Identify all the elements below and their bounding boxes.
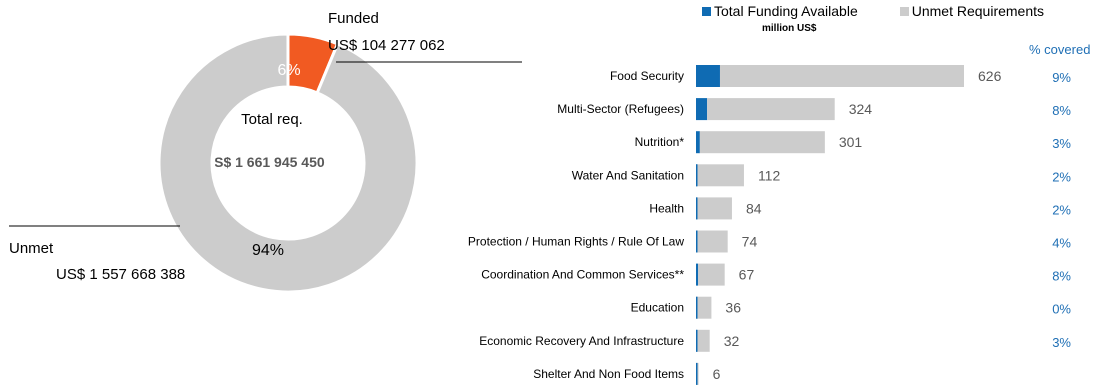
total-value-label: 301 <box>839 134 863 150</box>
unmet-slice <box>157 32 419 294</box>
funding-bar <box>696 65 720 87</box>
percent-covered-label: 8% <box>1052 269 1071 284</box>
unmet-slice-label: 94% <box>252 242 284 259</box>
funding-bar <box>696 131 700 154</box>
unmet-bar <box>696 329 710 352</box>
percent-covered-label: 8% <box>1052 103 1071 118</box>
category-label: Food Security <box>610 69 684 83</box>
legend-swatch-funding <box>702 6 711 16</box>
category-label: Education <box>631 301 684 315</box>
total-value-label: 112 <box>758 167 781 183</box>
unmet-bar <box>696 164 744 187</box>
percent-covered-label: 0% <box>1052 302 1071 317</box>
total-value-label: 74 <box>742 234 758 250</box>
funded-amount: US$ 104 277 062 <box>328 37 445 54</box>
funding-bar-edge <box>696 197 698 220</box>
percent-covered-label: 2% <box>1052 169 1071 184</box>
unmet-bar <box>699 131 825 154</box>
legend: Total Funding Available Unmet Requiremen… <box>702 3 1044 19</box>
funding-bar <box>696 98 708 121</box>
legend-label-funding: Total Funding Available <box>714 3 858 19</box>
unmet-bar <box>696 197 732 220</box>
funded-slice-label: 6% <box>277 62 300 79</box>
funding-bar-edge <box>696 164 698 187</box>
category-label: Coordination And Common Services** <box>481 268 684 282</box>
percent-covered-label: 4% <box>1052 236 1071 251</box>
category-label: Water And Sanitation <box>572 168 684 182</box>
funded-label: Funded <box>328 10 379 27</box>
total-req-label: Total req. <box>241 111 303 128</box>
funding-bar-edge <box>696 329 698 352</box>
covered-header: % covered <box>1029 42 1091 57</box>
percent-covered-label: 3% <box>1052 335 1071 350</box>
funding-bar-edge <box>696 362 698 385</box>
legend-swatch-unmet <box>899 6 909 16</box>
percent-covered-label: 2% <box>1052 202 1071 217</box>
category-label: Health <box>649 201 684 215</box>
percent-covered-label: 3% <box>1052 136 1071 151</box>
unmet-label: Unmet <box>9 240 54 257</box>
unmet-bar <box>719 65 964 87</box>
category-label: Protection / Human Rights / Rule Of Law <box>468 235 684 249</box>
total-value-label: 36 <box>725 300 741 316</box>
unit-label: million US$ <box>762 23 817 34</box>
percent-covered-label: 9% <box>1052 70 1071 85</box>
funding-bar-edge <box>696 296 698 319</box>
total-value-label: 84 <box>746 200 762 216</box>
category-label: Shelter And Non Food Items <box>533 367 684 381</box>
unmet-bar <box>696 296 712 319</box>
total-value-label: 626 <box>978 68 1002 84</box>
total-value-label: 32 <box>724 333 740 349</box>
legend-label-unmet: Unmet Requirements <box>911 3 1045 19</box>
funding-bar-edge <box>696 230 698 253</box>
unmet-bar <box>698 263 725 286</box>
total-value-label: 6 <box>713 366 721 382</box>
total-value-label: 324 <box>849 101 873 117</box>
funding-bar <box>696 263 699 286</box>
category-label: Nutrition* <box>635 135 685 149</box>
unmet-bar <box>707 98 835 121</box>
total-value-label: 67 <box>739 267 755 283</box>
category-label: Multi-Sector (Refugees) <box>557 102 684 116</box>
unmet-bar <box>697 230 728 253</box>
category-label: Economic Recovery And Infrastructure <box>479 334 684 348</box>
total-req-amount: US$ 1 661 945 450 <box>204 154 325 170</box>
unmet-amount: US$ 1 557 668 388 <box>56 266 186 283</box>
